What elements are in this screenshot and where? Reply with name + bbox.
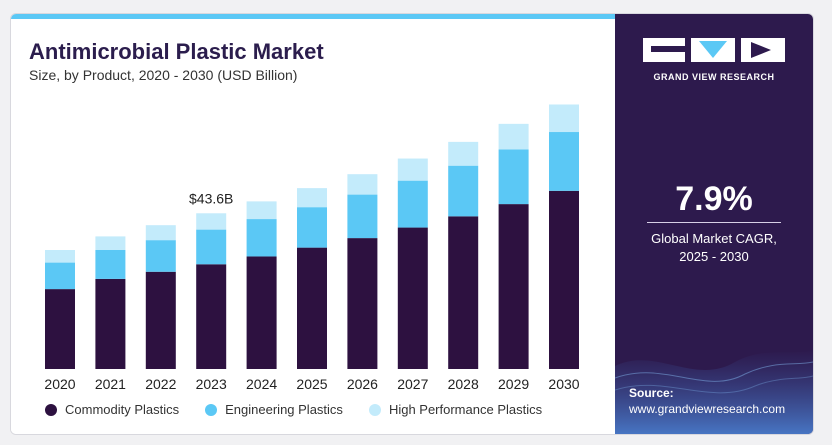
bar-commodity-2029 [498,204,529,369]
x-tick-label: 2025 [296,376,327,392]
bar-high-performance-2030 [549,104,579,133]
chart-legend: Commodity Plastics Engineering Plastics … [45,402,542,417]
x-tick-label: 2024 [246,376,277,392]
x-tick-label: 2027 [397,376,428,392]
bar-high-performance-2020 [45,250,75,263]
bar-high-performance-2023 [196,213,227,230]
bar-engineering-2026 [347,194,378,239]
bar-engineering-2024 [246,219,277,257]
x-tick-label: 2021 [95,376,126,392]
source-label: Source: [629,386,674,400]
bar-commodity-2024 [246,256,277,369]
accent-bar [11,14,615,19]
bar-commodity-2023 [196,264,227,369]
bar-commodity-2025 [297,247,327,369]
legend-swatch-commodity [45,403,57,416]
bar-commodity-2028 [448,216,479,369]
cagr-value: 7.9% [675,180,753,218]
grand-view-research-logo [643,38,785,62]
bar-engineering-2023 [196,229,227,265]
x-tick-label: 2028 [448,376,479,392]
decorative-wave [615,350,813,434]
page-subtitle: Size, by Product, 2020 - 2030 (USD Billi… [29,67,298,83]
bar-commodity-2020 [45,289,75,369]
bar-high-performance-2024 [246,201,277,220]
bar-engineering-2020 [45,262,75,290]
x-tick-label: 2023 [196,376,227,392]
bar-engineering-2022 [145,240,176,272]
bar-engineering-2030 [549,132,579,191]
bar-high-performance-2025 [297,188,327,208]
bar-high-performance-2021 [95,236,126,250]
legend-label-high-performance: High Performance Plastics [388,402,543,417]
bar-high-performance-2027 [397,158,428,181]
legend-swatch-engineering [205,403,218,416]
bar-high-performance-2029 [498,123,529,150]
bar-high-performance-2022 [145,225,176,241]
bar-engineering-2025 [297,207,327,248]
chart-panel: Antimicrobial Plastic Market Size, by Pr… [11,19,615,434]
bar-commodity-2030 [549,190,579,369]
bar-engineering-2029 [498,149,529,205]
x-tick-label: 2022 [145,376,176,392]
x-tick-label: 2020 [44,376,75,392]
sidebar-panel: GRAND VIEW RESEARCH 7.9% Global Market C… [615,14,813,434]
bar-high-performance-2026 [347,174,378,195]
bar-commodity-2027 [397,227,428,369]
legend-swatch-high-performance [368,403,381,416]
bar-commodity-2026 [347,238,378,369]
x-tick-label: 2030 [548,376,579,392]
cagr-label-line2: 2025 - 2030 [679,249,749,264]
brand-name: GRAND VIEW RESEARCH [653,72,775,82]
stacked-bar-chart: 2020 2021 2022 2023 $43.6B 2024 2025 2026 2027 20… [44,104,580,392]
bar-high-performance-2028 [448,141,479,166]
cagr-label: Global Market CAGR, 2025 - 2030 [615,230,813,266]
x-tick-label: 2029 [498,376,529,392]
legend-item-engineering: Engineering Plastics [205,402,343,417]
bar-engineering-2028 [448,165,479,217]
legend-label-commodity: Commodity Plastics [65,402,180,417]
source-url[interactable]: www.grandviewresearch.com [629,402,786,416]
cagr-label-line1: Global Market CAGR, [651,231,777,246]
stat-divider [647,222,781,223]
bar-commodity-2022 [145,271,176,369]
legend-item-commodity: Commodity Plastics [45,402,179,417]
legend-label-engineering: Engineering Plastics [225,402,343,417]
legend-item-high-performance: High Performance Plastics [368,402,543,417]
bar-engineering-2021 [95,250,126,279]
bar-engineering-2027 [397,180,428,228]
page-title: Antimicrobial Plastic Market [29,39,324,64]
data-label-2023: $43.6B [189,190,233,206]
bar-commodity-2021 [95,278,126,369]
x-tick-label: 2026 [347,376,378,392]
report-card: Antimicrobial Plastic Market Size, by Pr… [10,13,814,435]
